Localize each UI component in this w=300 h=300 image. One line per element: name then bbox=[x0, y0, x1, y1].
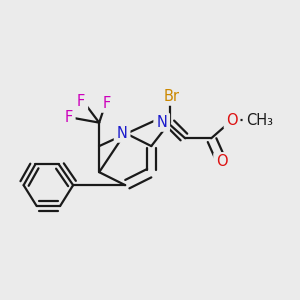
Text: F: F bbox=[102, 96, 112, 111]
Text: F: F bbox=[64, 110, 73, 125]
Text: CH₃: CH₃ bbox=[246, 112, 273, 128]
Text: N: N bbox=[117, 126, 128, 141]
Text: O: O bbox=[215, 154, 228, 169]
Text: F: F bbox=[103, 96, 111, 111]
Text: N: N bbox=[156, 115, 167, 130]
Text: F: F bbox=[77, 94, 85, 109]
Text: O: O bbox=[226, 112, 238, 128]
Text: N: N bbox=[116, 126, 128, 141]
Text: O: O bbox=[226, 112, 238, 128]
Text: N: N bbox=[155, 115, 168, 130]
Text: Br: Br bbox=[164, 88, 180, 104]
Text: CH₃: CH₃ bbox=[245, 112, 274, 128]
Text: O: O bbox=[216, 154, 227, 169]
Text: F: F bbox=[76, 94, 86, 109]
Text: F: F bbox=[63, 110, 74, 125]
Text: Br: Br bbox=[162, 88, 181, 104]
